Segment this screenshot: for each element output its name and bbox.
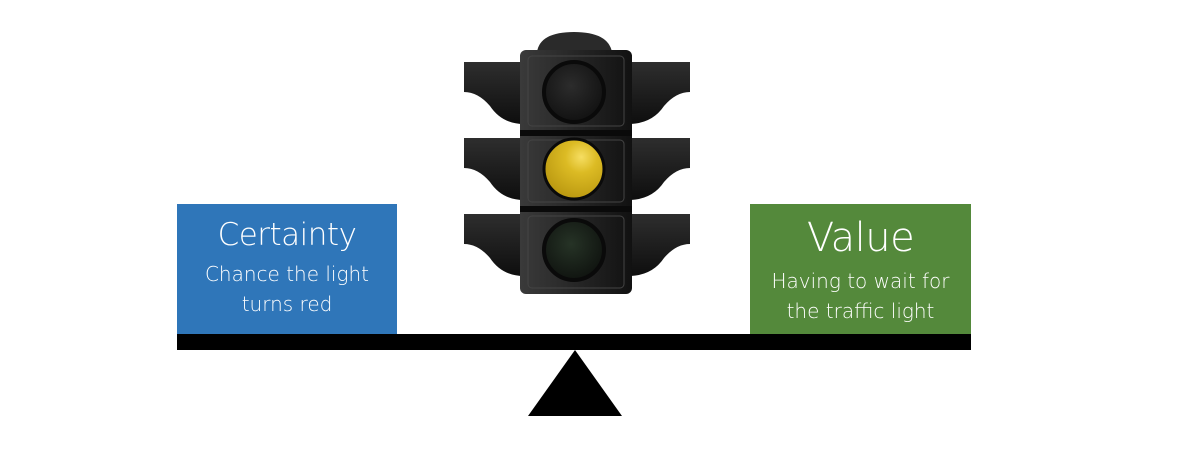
value-desc-line-1: Having to wait for xyxy=(771,269,950,293)
traffic-light-right-wings xyxy=(628,62,690,276)
certainty-box: Certainty Chance the light turns red xyxy=(177,204,397,334)
value-box: Value Having to wait for the traffic lig… xyxy=(750,204,971,334)
certainty-desc-line-2: turns red xyxy=(241,292,333,316)
certainty-description: Chance the light turns red xyxy=(197,259,377,319)
red-lamp xyxy=(542,60,606,124)
traffic-light-icon xyxy=(464,32,690,294)
traffic-light-left-wings xyxy=(464,62,524,276)
value-desc-line-2: the traffic light xyxy=(786,299,935,323)
value-title: Value xyxy=(806,215,915,261)
scale-fulcrum xyxy=(528,350,622,416)
amber-lamp-lit xyxy=(542,137,606,201)
value-description: Having to wait for the traffic light xyxy=(761,266,961,326)
scale-beam xyxy=(177,334,971,350)
green-lamp xyxy=(542,218,606,282)
certainty-desc-line-1: Chance the light xyxy=(204,262,370,286)
certainty-title: Certainty xyxy=(217,217,357,253)
traffic-light-cap xyxy=(537,32,612,52)
